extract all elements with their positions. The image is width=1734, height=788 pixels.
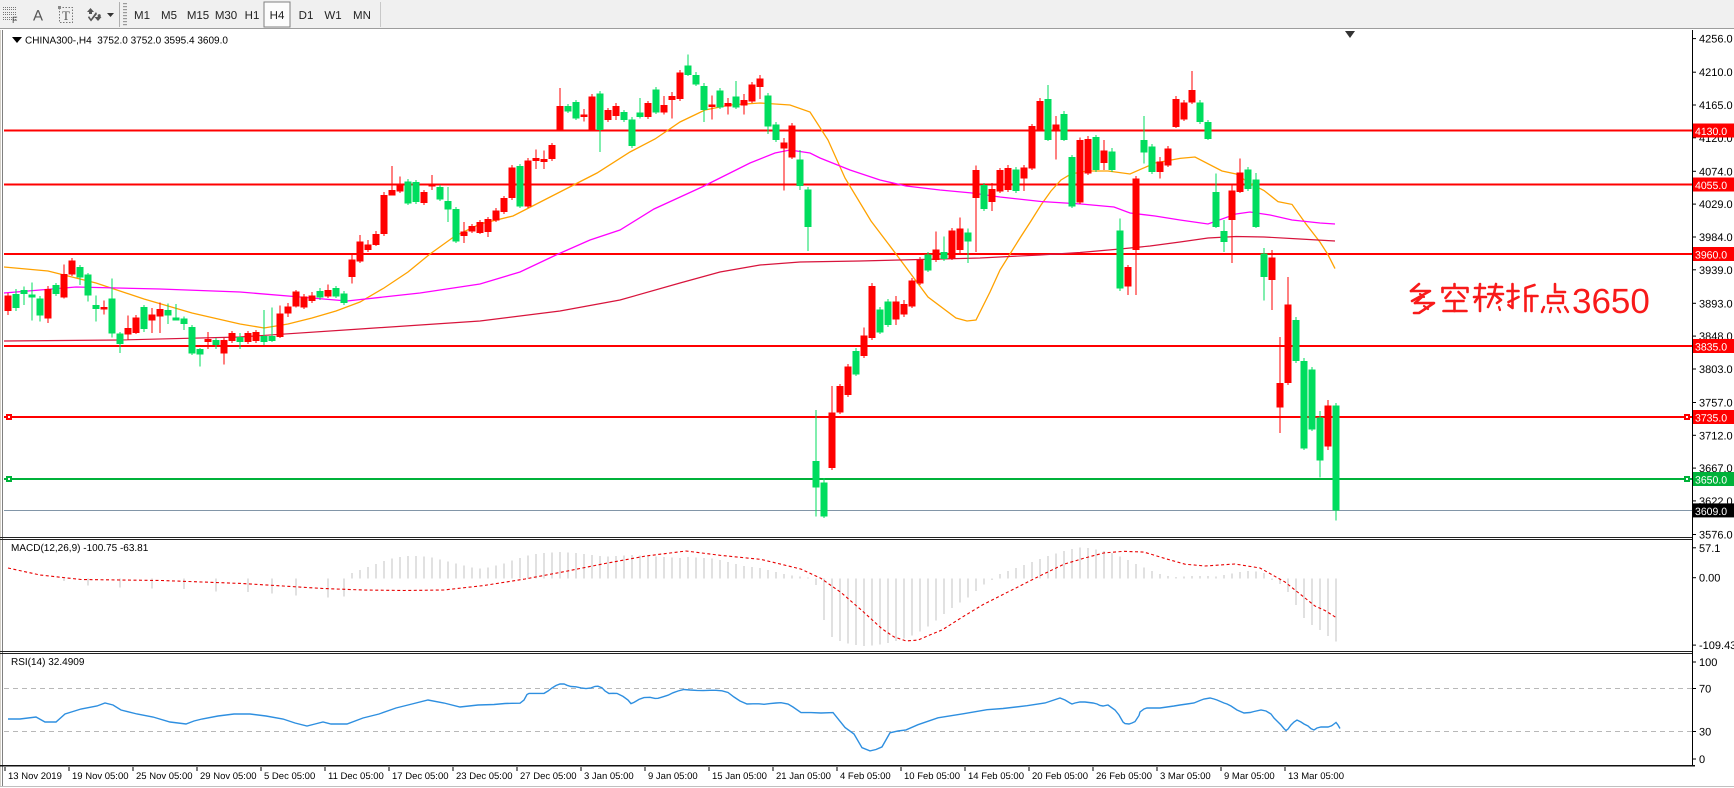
svg-text:20 Feb 05:00: 20 Feb 05:00: [1032, 771, 1088, 782]
svg-text:3984.0: 3984.0: [1699, 232, 1733, 244]
svg-text:4256.0: 4256.0: [1699, 34, 1733, 46]
svg-text:25 Nov 05:00: 25 Nov 05:00: [136, 771, 193, 782]
svg-text:19 Nov 05:00: 19 Nov 05:00: [72, 771, 129, 782]
svg-text:5 Dec 05:00: 5 Dec 05:00: [264, 771, 315, 782]
svg-text:3712.0: 3712.0: [1699, 430, 1733, 442]
svg-text:3939.0: 3939.0: [1699, 265, 1733, 277]
svg-text:9 Jan 05:00: 9 Jan 05:00: [648, 771, 698, 782]
svg-text:3650.0: 3650.0: [1695, 475, 1727, 487]
svg-text:29 Nov 05:00: 29 Nov 05:00: [200, 771, 257, 782]
svg-text:3960.0: 3960.0: [1695, 250, 1727, 262]
svg-text:26 Feb 05:00: 26 Feb 05:00: [1096, 771, 1152, 782]
svg-text:3609.0: 3609.0: [1695, 506, 1727, 518]
svg-text:11 Dec 05:00: 11 Dec 05:00: [328, 771, 384, 782]
svg-text:RSI(14) 32.4909: RSI(14) 32.4909: [11, 657, 85, 668]
svg-text:3650: 3650: [1572, 282, 1650, 321]
svg-text:13 Mar 05:00: 13 Mar 05:00: [1288, 771, 1344, 782]
svg-text:M1: M1: [134, 10, 150, 22]
svg-text:W1: W1: [324, 10, 341, 22]
svg-text:T: T: [62, 8, 70, 23]
svg-text:3893.0: 3893.0: [1699, 298, 1733, 310]
svg-text:4 Feb 05:00: 4 Feb 05:00: [840, 771, 891, 782]
svg-text:100: 100: [1699, 657, 1717, 669]
svg-text:10 Feb 05:00: 10 Feb 05:00: [904, 771, 960, 782]
svg-text:3 Mar 05:00: 3 Mar 05:00: [1160, 771, 1211, 782]
svg-text:13 Nov 2019: 13 Nov 2019: [8, 771, 62, 782]
svg-text:CHINA300-,H4 3752.0 3752.0 35: CHINA300-,H4 3752.0 3752.0 3595.4 3609.0: [25, 36, 228, 47]
svg-text:MACD(12,26,9) -100.75 -63.81: MACD(12,26,9) -100.75 -63.81: [11, 543, 149, 554]
svg-text:4029.0: 4029.0: [1699, 199, 1733, 211]
svg-text:57.1: 57.1: [1699, 543, 1720, 555]
svg-text:15 Jan 05:00: 15 Jan 05:00: [712, 771, 767, 782]
svg-text:3 Jan 05:00: 3 Jan 05:00: [584, 771, 634, 782]
svg-text:3803.0: 3803.0: [1699, 364, 1733, 376]
svg-text:4055.0: 4055.0: [1695, 180, 1727, 192]
svg-text:23 Dec 05:00: 23 Dec 05:00: [456, 771, 513, 782]
svg-text:F: F: [12, 15, 18, 25]
svg-text:MN: MN: [353, 10, 371, 22]
svg-text:M5: M5: [161, 10, 177, 22]
svg-text:4210.0: 4210.0: [1699, 67, 1733, 79]
svg-text:9 Mar 05:00: 9 Mar 05:00: [1224, 771, 1275, 782]
svg-text:D1: D1: [299, 10, 314, 22]
svg-text:3757.0: 3757.0: [1699, 398, 1733, 410]
svg-text:14 Feb 05:00: 14 Feb 05:00: [968, 771, 1024, 782]
svg-text:70: 70: [1699, 684, 1711, 696]
svg-text:21 Jan 05:00: 21 Jan 05:00: [776, 771, 831, 782]
svg-text:3576.0: 3576.0: [1699, 530, 1733, 542]
svg-text:3735.0: 3735.0: [1695, 413, 1727, 425]
svg-text:0: 0: [1699, 754, 1705, 766]
svg-text:3835.0: 3835.0: [1695, 342, 1727, 354]
svg-text:4130.0: 4130.0: [1695, 126, 1727, 138]
svg-text:4165.0: 4165.0: [1699, 100, 1733, 112]
svg-text:-109.43: -109.43: [1699, 640, 1734, 652]
svg-text:4074.0: 4074.0: [1699, 166, 1733, 178]
svg-text:0.00: 0.00: [1699, 573, 1720, 585]
svg-text:A: A: [33, 8, 43, 25]
svg-text:30: 30: [1699, 727, 1711, 739]
svg-text:M15: M15: [187, 10, 209, 22]
svg-text:H4: H4: [270, 10, 285, 22]
svg-text:27 Dec 05:00: 27 Dec 05:00: [520, 771, 577, 782]
svg-text:H1: H1: [245, 10, 260, 22]
svg-text:17 Dec 05:00: 17 Dec 05:00: [392, 771, 449, 782]
svg-text:M30: M30: [215, 10, 237, 22]
